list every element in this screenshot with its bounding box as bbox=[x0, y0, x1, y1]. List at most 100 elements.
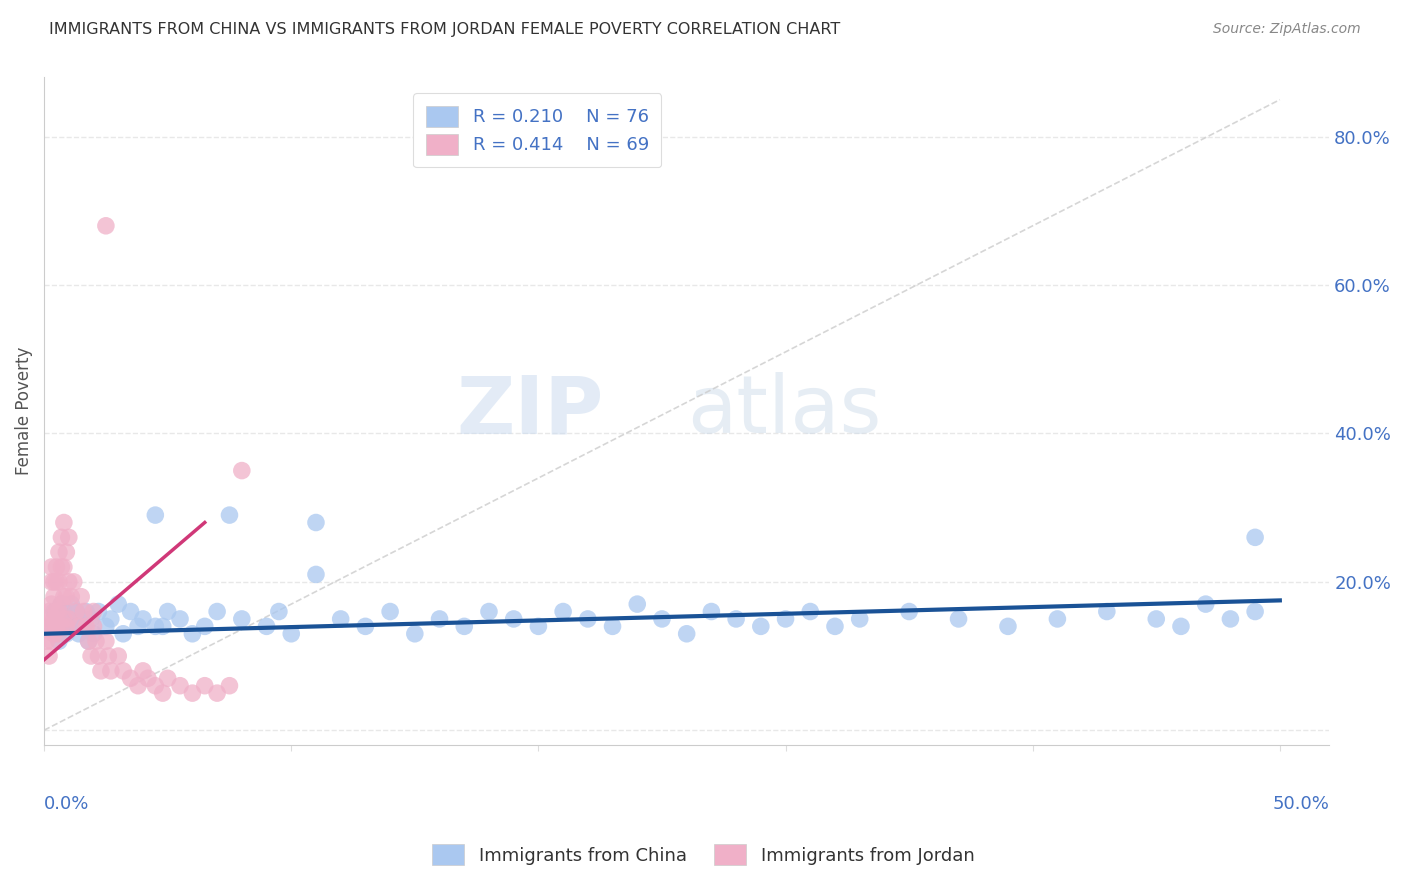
Point bbox=[80, 648, 103, 663]
Point bbox=[45, 560, 67, 574]
Point bbox=[378, 605, 401, 619]
Point bbox=[725, 612, 748, 626]
Point bbox=[41, 597, 63, 611]
Point bbox=[58, 574, 80, 589]
Point bbox=[83, 619, 105, 633]
Point bbox=[70, 590, 93, 604]
Point bbox=[152, 619, 174, 633]
Point bbox=[218, 508, 240, 522]
Point bbox=[156, 605, 179, 619]
Point bbox=[143, 679, 166, 693]
Point bbox=[848, 612, 870, 626]
Point bbox=[55, 545, 77, 559]
Point bbox=[429, 612, 451, 626]
Point bbox=[205, 605, 228, 619]
Point bbox=[1046, 612, 1069, 626]
Point bbox=[58, 530, 80, 544]
Point bbox=[181, 627, 204, 641]
Point bbox=[80, 612, 103, 626]
Point bbox=[52, 619, 75, 633]
Point bbox=[55, 627, 77, 641]
Point bbox=[651, 612, 673, 626]
Point bbox=[94, 219, 117, 233]
Point bbox=[478, 605, 501, 619]
Point bbox=[77, 634, 100, 648]
Point bbox=[48, 627, 70, 641]
Point bbox=[52, 516, 75, 530]
Point bbox=[35, 634, 58, 648]
Text: IMMIGRANTS FROM CHINA VS IMMIGRANTS FROM JORDAN FEMALE POVERTY CORRELATION CHART: IMMIGRANTS FROM CHINA VS IMMIGRANTS FROM… bbox=[49, 22, 841, 37]
Point bbox=[42, 612, 65, 626]
Point bbox=[218, 679, 240, 693]
Point bbox=[65, 605, 87, 619]
Text: Source: ZipAtlas.com: Source: ZipAtlas.com bbox=[1213, 22, 1361, 37]
Point bbox=[42, 574, 65, 589]
Point bbox=[1244, 605, 1267, 619]
Point bbox=[169, 679, 191, 693]
Y-axis label: Female Poverty: Female Poverty bbox=[15, 347, 32, 475]
Point bbox=[41, 560, 63, 574]
Point bbox=[453, 619, 475, 633]
Point bbox=[75, 605, 97, 619]
Point bbox=[45, 619, 67, 633]
Point bbox=[948, 612, 970, 626]
Point bbox=[62, 619, 84, 633]
Point bbox=[94, 634, 117, 648]
Point bbox=[65, 605, 87, 619]
Text: ZIP: ZIP bbox=[456, 372, 603, 450]
Point bbox=[107, 648, 129, 663]
Point bbox=[97, 648, 120, 663]
Point bbox=[231, 464, 253, 478]
Point bbox=[41, 634, 63, 648]
Point bbox=[626, 597, 648, 611]
Point bbox=[112, 664, 135, 678]
Point bbox=[181, 686, 204, 700]
Point bbox=[267, 605, 290, 619]
Point bbox=[62, 574, 84, 589]
Point bbox=[775, 612, 797, 626]
Point bbox=[553, 605, 575, 619]
Point bbox=[45, 627, 67, 641]
Point bbox=[675, 627, 697, 641]
Point bbox=[38, 619, 60, 633]
Point bbox=[45, 574, 67, 589]
Point bbox=[143, 508, 166, 522]
Point bbox=[48, 574, 70, 589]
Point bbox=[100, 664, 122, 678]
Point bbox=[58, 612, 80, 626]
Point bbox=[127, 619, 149, 633]
Point bbox=[87, 648, 110, 663]
Point bbox=[90, 664, 112, 678]
Point bbox=[1144, 612, 1167, 626]
Point bbox=[41, 619, 63, 633]
Point bbox=[72, 605, 94, 619]
Legend: Immigrants from China, Immigrants from Jordan: Immigrants from China, Immigrants from J… bbox=[423, 835, 983, 874]
Point bbox=[55, 619, 77, 633]
Point bbox=[1195, 597, 1218, 611]
Point bbox=[41, 619, 63, 633]
Point bbox=[52, 605, 75, 619]
Point bbox=[75, 619, 97, 633]
Text: 0.0%: 0.0% bbox=[44, 795, 90, 814]
Point bbox=[799, 605, 821, 619]
Point bbox=[52, 612, 75, 626]
Point bbox=[51, 597, 73, 611]
Point bbox=[55, 590, 77, 604]
Point bbox=[576, 612, 599, 626]
Point bbox=[51, 597, 73, 611]
Point bbox=[60, 590, 83, 604]
Point bbox=[84, 634, 107, 648]
Point bbox=[305, 567, 328, 582]
Point bbox=[231, 612, 253, 626]
Point bbox=[77, 634, 100, 648]
Point bbox=[51, 560, 73, 574]
Point bbox=[404, 627, 426, 641]
Point bbox=[749, 619, 772, 633]
Point bbox=[127, 679, 149, 693]
Point bbox=[898, 605, 921, 619]
Point bbox=[45, 605, 67, 619]
Point bbox=[51, 619, 73, 633]
Point bbox=[38, 648, 60, 663]
Point bbox=[41, 574, 63, 589]
Point bbox=[48, 545, 70, 559]
